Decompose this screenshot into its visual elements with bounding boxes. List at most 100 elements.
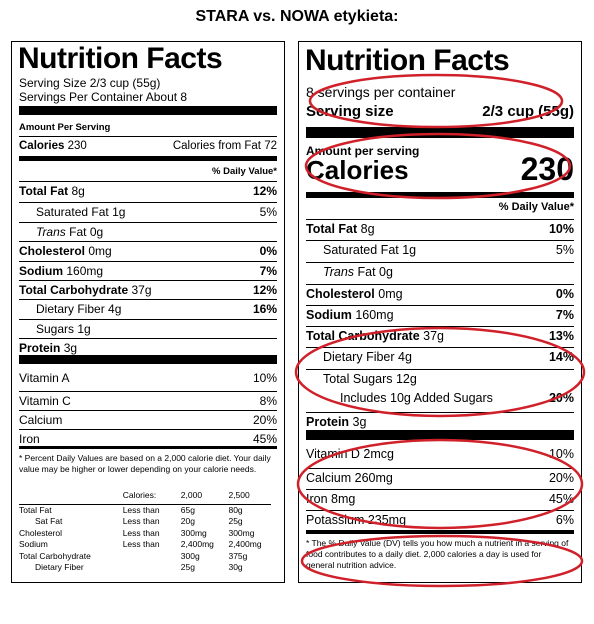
nutrient-name: Cholesterol [19, 244, 86, 258]
nutrient-daily-value: 20% [252, 413, 277, 427]
nutrient-daily-value: 14% [548, 350, 574, 364]
nutrient-row: Cholesterol 0mg 0% [306, 284, 574, 301]
nutrient-name: Iron [19, 432, 40, 446]
table-cell: 80g [228, 504, 243, 515]
nutrient-row: Total Fat 8g 10% [306, 219, 574, 236]
nutrient-row: Dietary Fiber 4g 16% [19, 299, 277, 316]
nutrient-daily-value: 45% [548, 492, 574, 506]
nutrient-amount: 37g [423, 329, 445, 343]
nutrient-amount: 1g [112, 205, 126, 219]
table-cell: 375g [228, 550, 248, 561]
nutrient-name: Saturated Fat [36, 205, 109, 219]
nutrient-name: Vitamin A [19, 371, 70, 385]
nutrient-row: Sodium 160mg 7% [306, 305, 574, 322]
nutrient-name: Protein [306, 415, 350, 429]
table-cell: Sodium [19, 539, 48, 549]
old-calories-row: Calories 230 Calories from Fat 72 [19, 136, 277, 152]
nutrient-row: Total Sugars 12g [306, 369, 574, 386]
new-heading: Nutrition Facts [305, 44, 510, 77]
nutrient-row: Sodium 160mg 7% [19, 261, 277, 278]
table-row: Sodium Less than 2,400mg 2,400mg [19, 539, 271, 551]
table-cell: 25g [228, 516, 243, 526]
nutrient-amount: Fat 0g [357, 265, 393, 279]
nutrient-row: Saturated Fat 1g 5% [19, 202, 277, 219]
nutrient-name: Calcium 260mg [306, 471, 393, 485]
nutrient-name: Total Carbohydrate [306, 329, 420, 343]
nutrient-daily-value: 20% [548, 391, 574, 405]
table-cell: Sat Fat [35, 516, 63, 526]
table-cell: 65g [180, 504, 195, 515]
nutrient-name: Iron 8mg [306, 492, 356, 506]
nutrient-row: Total Carbohydrate 37g 13% [306, 326, 574, 343]
table-cell: Less than [122, 504, 160, 515]
old-servings-per-container: Servings Per Container About 8 [19, 90, 188, 104]
nutrient-row: Iron 8mg 45% [306, 489, 574, 506]
new-nutrition-label: Nutrition Facts 8 servings per container… [298, 41, 582, 583]
nutrient-daily-value: 5% [259, 205, 277, 219]
nutrient-row: Vitamin C 8% [19, 391, 277, 408]
nutrient-amount: 8g [360, 222, 375, 236]
nutrient-amount: Fat 0g [69, 225, 104, 239]
nutrient-name: Saturated Fat [323, 243, 399, 257]
thick-divider [306, 430, 574, 440]
table-header-row: Calories: 2,000 2,500 [19, 490, 271, 504]
nutrient-name: Total Sugars [323, 372, 393, 386]
nutrient-row: Saturated Fat 1g 5% [306, 240, 574, 257]
nutrient-row: Includes 10g Added Sugars 20% [306, 391, 574, 405]
table-cell [123, 562, 181, 574]
nutrient-daily-value: 7% [259, 264, 277, 278]
nutrient-daily-value: 6% [555, 513, 574, 527]
table-cell: 300g [180, 550, 200, 561]
table-cell: Less than [122, 539, 160, 549]
nutrient-name: Dietary Fiber [323, 350, 395, 364]
nutrient-row: Vitamin D 2mcg 10% [306, 447, 574, 461]
table-row: Sat Fat Less than 20g 25g [19, 516, 271, 528]
nutrient-name: Dietary Fiber [36, 302, 105, 316]
table-header-cell: Calories: [122, 490, 157, 500]
nutrient-name: Protein [19, 341, 61, 355]
table-row: Cholesterol Less than 300mg 300mg [19, 528, 271, 540]
nutrient-daily-value: 0% [555, 287, 574, 301]
new-dv-header: % Daily Value* [498, 201, 574, 213]
nutrient-amount: 3g [63, 341, 78, 355]
table-cell: Dietary Fiber [35, 562, 84, 572]
nutrient-amount: 1g [77, 322, 91, 336]
calories-value: 230 [520, 151, 574, 187]
nutrient-name: Sodium [19, 264, 63, 278]
old-serving-size: Serving Size 2/3 cup (55g) [19, 76, 161, 90]
thick-divider [19, 355, 277, 364]
medium-divider [306, 192, 574, 198]
table-cell [123, 551, 181, 563]
nutrient-name: Trans [36, 225, 66, 239]
nutrient-row: Sugars 1g [19, 319, 277, 336]
old-nutrition-label: Nutrition Facts Serving Size 2/3 cup (55… [11, 41, 285, 583]
nutrient-name: Sugars [36, 322, 75, 336]
table-row: Total Carbohydrate 300g 375g [19, 551, 271, 563]
nutrient-amount: 1g [402, 243, 417, 257]
nutrient-row: Trans Fat 0g [306, 262, 574, 279]
nutrient-name: Vitamin D 2mcg [306, 447, 394, 461]
old-daily-values-table: Calories: 2,000 2,500 Total Fat Less than 65g… [19, 490, 271, 574]
nutrient-daily-value: 20% [548, 471, 574, 485]
table-row: Total Fat Less than 65g 80g [19, 504, 271, 516]
nutrient-daily-value: 10% [548, 222, 574, 236]
thick-divider [306, 127, 574, 138]
nutrient-name: Trans [323, 265, 355, 279]
table-cell: Total Carbohydrate [19, 550, 91, 561]
table-cell: 300mg [180, 527, 207, 538]
nutrient-amount: 8g [71, 184, 85, 198]
nutrient-row: Dietary Fiber 4g 14% [306, 347, 574, 364]
new-serving-size-row: Serving size 2/3 cup (55g) [306, 103, 574, 120]
old-heading: Nutrition Facts [18, 42, 223, 75]
nutrient-row: Protein 3g [19, 338, 277, 355]
nutrient-row: Total Carbohydrate 37g 12% [19, 280, 277, 297]
nutrient-daily-value: 8% [259, 394, 277, 408]
nutrient-name: Includes 10g Added Sugars [340, 391, 493, 405]
nutrient-name: Sodium [306, 308, 352, 322]
nutrient-daily-value: 12% [252, 184, 277, 198]
medium-divider [19, 156, 277, 161]
table-cell: 30g [228, 562, 243, 572]
nutrient-row: Calcium 20% [19, 410, 277, 427]
thick-divider [19, 106, 277, 115]
old-amount-per-serving: Amount Per Serving [19, 122, 111, 133]
